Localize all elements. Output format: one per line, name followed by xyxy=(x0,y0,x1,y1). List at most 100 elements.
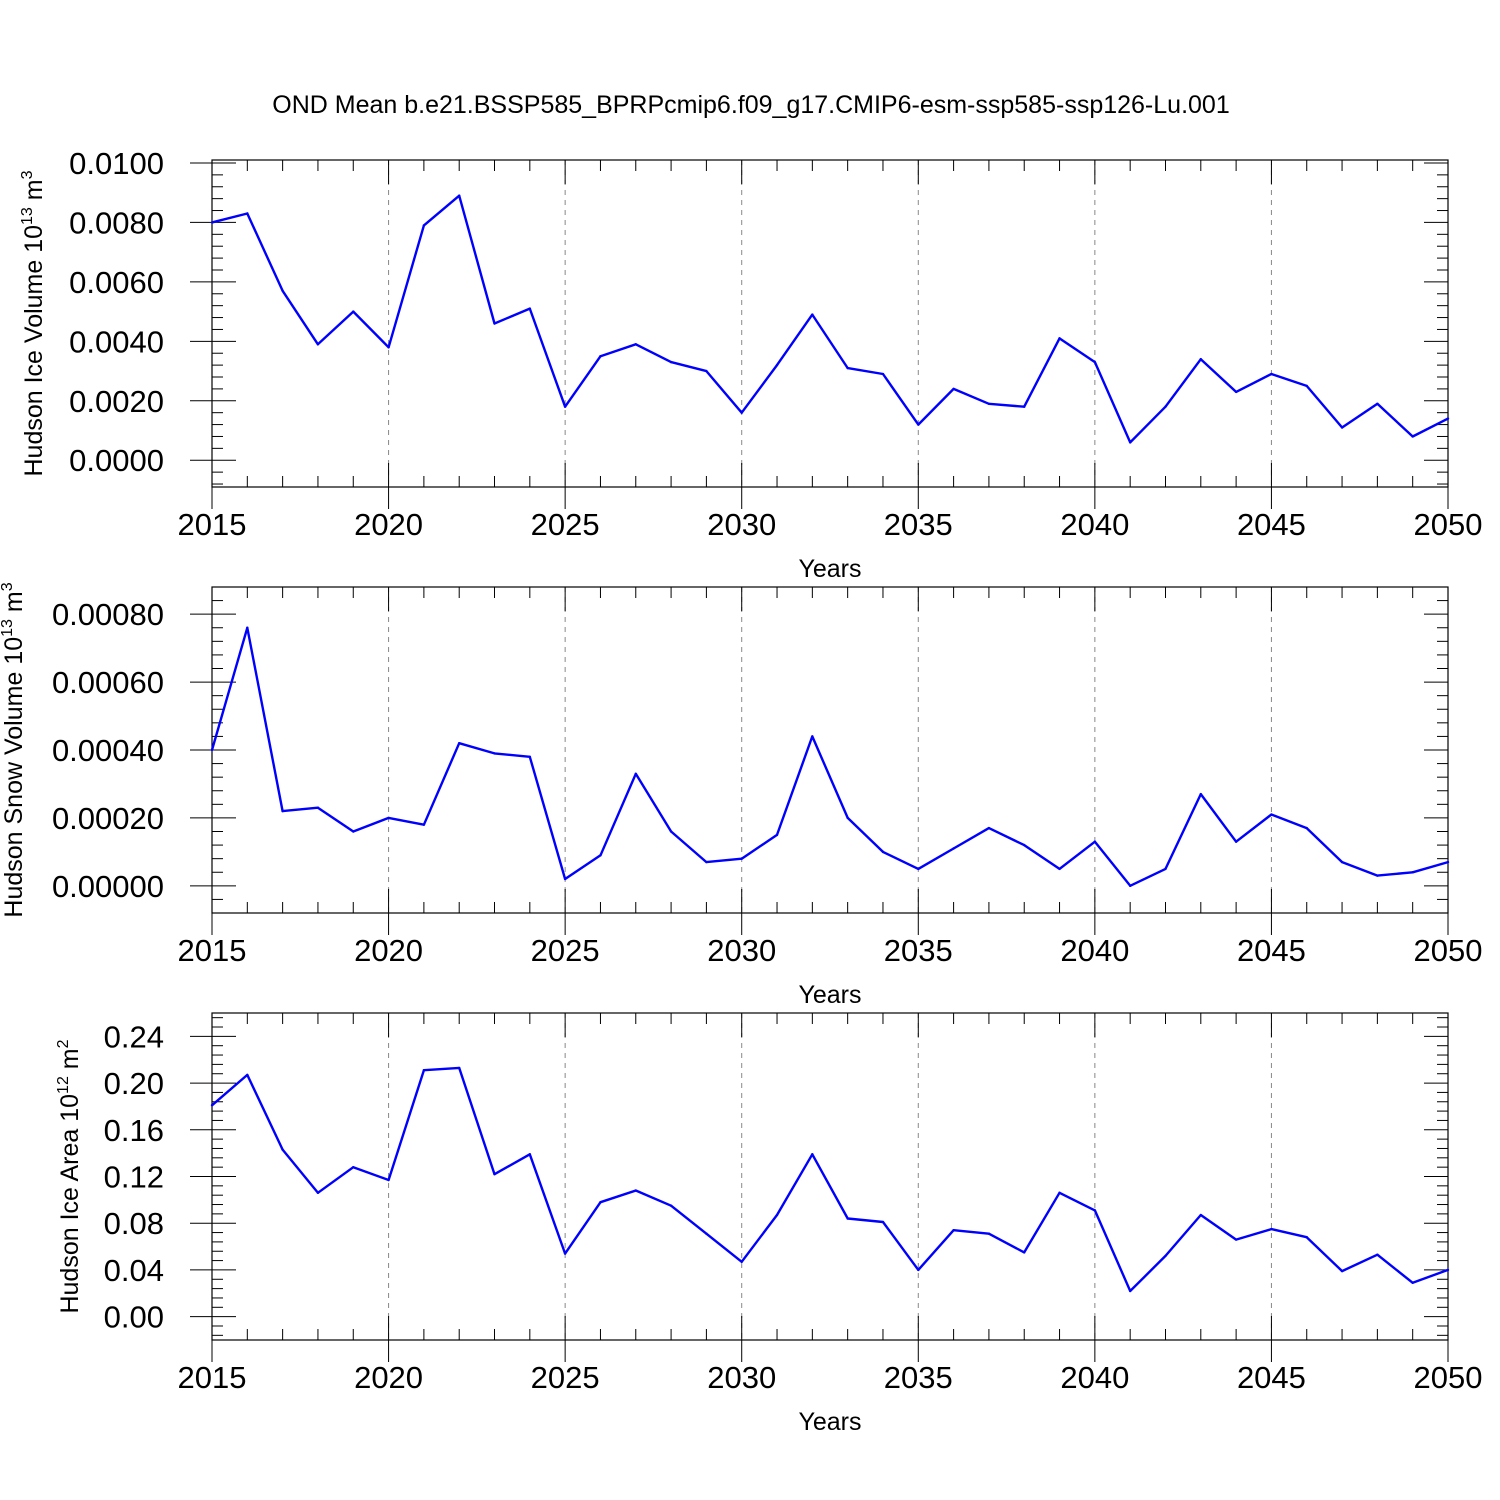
y-axis-label: Hudson Ice Volume 1013 m3 xyxy=(19,170,48,476)
data-point xyxy=(1376,402,1379,405)
data-point xyxy=(1093,1209,1097,1212)
x-tick-label: 2035 xyxy=(884,933,953,968)
x-tick-label: 2015 xyxy=(178,507,247,542)
data-point xyxy=(1305,1236,1308,1239)
data-point xyxy=(1340,1269,1344,1273)
data-point xyxy=(316,1191,320,1195)
y-tick-label: 0.0100 xyxy=(69,146,164,181)
data-point xyxy=(1128,884,1132,888)
data-point xyxy=(528,1153,532,1156)
x-tick-label: 2035 xyxy=(884,1360,953,1395)
data-point xyxy=(528,755,532,758)
y-tick-label: 0.12 xyxy=(104,1160,164,1195)
y-tick-label: 0.0020 xyxy=(69,384,164,419)
series-line xyxy=(211,194,1449,444)
data-point xyxy=(987,1232,991,1235)
data-point xyxy=(316,343,320,346)
data-point xyxy=(1164,1254,1167,1258)
data-point xyxy=(352,1165,355,1169)
y-tick-label: 0.00040 xyxy=(52,733,164,768)
series-line xyxy=(210,626,1449,887)
y-tick-label: 0.0060 xyxy=(69,265,164,300)
data-point xyxy=(1446,860,1450,864)
data-point xyxy=(246,1073,249,1077)
data-point xyxy=(952,847,955,850)
x-tick-label: 2025 xyxy=(531,933,600,968)
data-point xyxy=(1340,426,1344,429)
data-point xyxy=(705,860,708,864)
data-point xyxy=(917,1268,920,1272)
y-tick-label: 0.0080 xyxy=(69,205,164,240)
data-point xyxy=(1023,405,1026,408)
x-tick-label: 2025 xyxy=(531,1360,600,1395)
y-tick-label: 0.0000 xyxy=(69,443,164,478)
data-point xyxy=(458,194,461,197)
data-point xyxy=(740,1260,743,1263)
y-tick-label: 0.08 xyxy=(104,1206,164,1241)
x-tick-label: 2025 xyxy=(531,507,600,542)
data-point xyxy=(1199,357,1203,361)
data-point xyxy=(210,748,214,752)
y-tick-label: 0.00 xyxy=(104,1300,164,1335)
y-tick-label: 0.00060 xyxy=(52,665,164,700)
data-point xyxy=(1023,1251,1026,1254)
y-tick-label: 0.0040 xyxy=(69,324,164,359)
x-tick-label: 2045 xyxy=(1237,507,1306,542)
data-point xyxy=(1270,372,1273,376)
x-tick-label: 2015 xyxy=(178,1360,247,1395)
data-point xyxy=(811,735,814,738)
data-point xyxy=(281,1148,284,1151)
data-point xyxy=(1093,360,1097,364)
data-point xyxy=(1305,826,1308,830)
data-point xyxy=(1270,813,1273,816)
data-point xyxy=(987,826,991,830)
data-point xyxy=(422,224,426,227)
data-point xyxy=(599,854,602,857)
data-point xyxy=(493,1172,496,1176)
x-tick-label: 2050 xyxy=(1414,507,1483,542)
x-tick-label: 2035 xyxy=(884,507,953,542)
x-tick-label: 2050 xyxy=(1414,933,1483,968)
y-tick-label: 0.00000 xyxy=(52,869,164,904)
data-point xyxy=(987,402,991,405)
plot-frame xyxy=(211,586,1449,914)
plot-frame xyxy=(211,1012,1449,1341)
data-point xyxy=(528,307,532,310)
data-point xyxy=(1199,1213,1203,1217)
data-point xyxy=(599,355,602,358)
data-point xyxy=(1234,390,1238,394)
data-point xyxy=(846,1217,849,1220)
data-point xyxy=(917,867,920,871)
data-point xyxy=(210,221,214,224)
x-tick-label: 2020 xyxy=(354,507,423,542)
x-tick-label: 2015 xyxy=(178,933,247,968)
data-point xyxy=(316,806,320,809)
data-point xyxy=(563,405,567,408)
data-point xyxy=(634,343,637,346)
data-point xyxy=(669,830,673,833)
data-point xyxy=(493,752,496,755)
data-point xyxy=(1199,792,1203,796)
data-point xyxy=(1446,417,1450,420)
data-point xyxy=(387,346,390,349)
y-tick-label: 0.24 xyxy=(104,1019,164,1054)
series-line xyxy=(211,1066,1449,1293)
x-axis-label: Years xyxy=(798,1408,861,1436)
data-point xyxy=(1234,840,1238,843)
data-point xyxy=(1305,384,1308,388)
y-tick-label: 0.20 xyxy=(104,1066,164,1101)
data-point xyxy=(563,1252,567,1255)
figure-title: OND Mean b.e21.BSSP585_BPRPcmip6.f09_g17… xyxy=(272,91,1229,119)
y-tick-label: 0.04 xyxy=(104,1253,164,1288)
data-point xyxy=(740,857,743,860)
data-point xyxy=(669,360,673,364)
data-point xyxy=(493,322,496,325)
plot-frame xyxy=(211,159,1449,488)
data-point xyxy=(458,742,461,745)
x-tick-label: 2050 xyxy=(1414,1360,1483,1395)
x-axis-label: Years xyxy=(798,555,861,583)
x-tick-label: 2030 xyxy=(707,507,776,542)
data-point xyxy=(740,411,743,414)
x-tick-label: 2030 xyxy=(707,1360,776,1395)
data-point xyxy=(775,1213,779,1217)
